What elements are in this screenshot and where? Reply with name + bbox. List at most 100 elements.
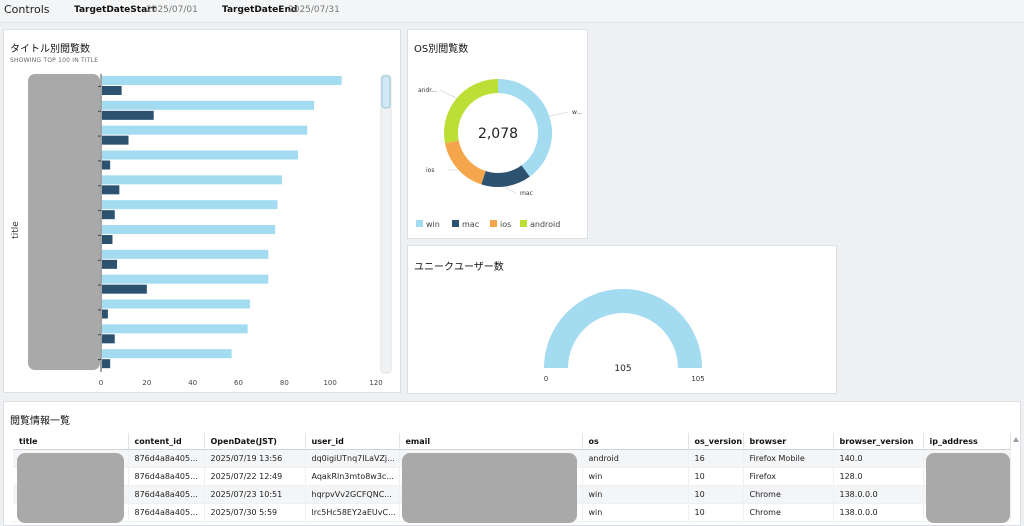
bar-series1-10[interactable]: [102, 324, 248, 334]
table-cell: 140.0: [833, 449, 924, 468]
bar-series1-6[interactable]: [102, 225, 276, 234]
table-cell: 2025/07/23 10:51: [204, 485, 306, 504]
legend-swatch-android[interactable]: [520, 220, 527, 227]
legend-label-win[interactable]: win: [426, 220, 440, 229]
table-row[interactable]: 876d4a8a405... 2025/07/19 13:56 dq0igiUTnq…: [13, 449, 1011, 468]
os-views-panel: OS別閲覧数 2,078 w... mac ios andr... win mac ios a…: [407, 29, 588, 239]
panel-title: OS別閲覧数: [414, 44, 469, 55]
column-header-user-id[interactable]: user_id: [305, 433, 400, 450]
bar-series1-2[interactable]: [102, 125, 308, 135]
bar-series2-7[interactable]: [102, 259, 118, 269]
redacted-email-column: [402, 453, 577, 523]
bar-series1-4[interactable]: [102, 175, 283, 185]
x-tick-label: 80: [280, 379, 289, 387]
legend-swatch-ios[interactable]: [490, 220, 497, 227]
unique-users-gauge: 105 0 105: [544, 289, 705, 383]
donut-total: 2,078: [478, 126, 518, 142]
donut-slice-mac[interactable]: [481, 165, 530, 187]
table-cell: hqrpvVv2GCFQNC...: [305, 485, 400, 504]
table-cell: 876d4a8a405...: [128, 485, 205, 504]
panel-title: 閲覧情報一覧: [10, 416, 70, 427]
x-tick-label: 60: [234, 379, 243, 387]
bar-series1-5[interactable]: [102, 200, 278, 210]
table-cell: 138.0.0.0: [833, 485, 924, 504]
redacted-ip-column: [926, 453, 1010, 523]
column-header-ip-address[interactable]: ip_address: [923, 433, 1011, 450]
table-cell: android: [582, 449, 689, 468]
column-header-content-id[interactable]: content_id: [128, 433, 205, 450]
table-scroll-up-icon[interactable]: [1012, 433, 1020, 445]
x-tick-label: 100: [323, 379, 336, 387]
bar-series2-4[interactable]: [102, 185, 120, 195]
y-axis-label: title: [11, 221, 21, 239]
panel-subtitle: SHOWING TOP 100 IN TITLE: [10, 57, 99, 64]
donut-slice-win[interactable]: [497, 79, 552, 177]
bar-series2-9[interactable]: [102, 309, 108, 319]
bar-series2-3[interactable]: [102, 160, 111, 170]
x-tick-label: 0: [99, 379, 103, 387]
chart-scrollbar-thumb[interactable]: [381, 75, 391, 109]
bar-series1-8[interactable]: [102, 274, 269, 284]
bar-series2-5[interactable]: [102, 210, 115, 220]
bar-series1-11[interactable]: [102, 349, 232, 359]
chart-scrollbar[interactable]: [380, 74, 392, 374]
bar-series2-11[interactable]: [102, 359, 111, 369]
column-header-browser-version[interactable]: browser_version: [833, 433, 924, 450]
column-header-browser[interactable]: browser: [743, 433, 834, 450]
donut-slice-ios[interactable]: [444, 140, 486, 185]
gauge-value: 105: [614, 364, 631, 374]
table-cell: Firefox Mobile: [743, 449, 834, 468]
controls-bar: Controls TargetDateStart 2025/07/01 Targ…: [0, 0, 1024, 23]
bar-series1-7[interactable]: [102, 249, 269, 259]
bar-series2-8[interactable]: [102, 284, 147, 294]
table-cell: win: [582, 485, 689, 504]
donut-slice-android[interactable]: [444, 79, 499, 144]
column-header-title[interactable]: title: [13, 433, 129, 450]
table-cell: 10: [688, 467, 744, 486]
bar-series2-2[interactable]: [102, 135, 129, 145]
title-views-panel: タイトル別閲覧数 SHOWING TOP 100 IN TITLE title …: [3, 29, 401, 393]
target-date-end-value[interactable]: 2025/07/31: [288, 5, 340, 15]
bar-series2-6[interactable]: [102, 235, 113, 244]
view-log-table-panel: 閲覧情報一覧 title content_id OpenDate(JST) user_…: [3, 401, 1021, 526]
table-cell: dq0igiUTnq7ILaVZj...: [305, 449, 400, 468]
x-tick-label: 40: [188, 379, 197, 387]
target-date-start-value[interactable]: 2025/07/01: [146, 5, 198, 15]
column-header-os[interactable]: os: [582, 433, 689, 450]
donut-slice-label: w...: [572, 109, 582, 116]
column-header-os-version[interactable]: os_version: [688, 433, 744, 450]
unique-users-panel: ユニークユーザー数 105 0 105: [407, 245, 837, 394]
panel-title: タイトル別閲覧数: [10, 44, 90, 55]
panel-title: ユニークユーザー数: [414, 262, 504, 273]
table-cell: 128.0: [833, 467, 924, 486]
bar-series1-3[interactable]: [102, 150, 299, 160]
column-header-opendate-jst[interactable]: OpenDate(JST): [204, 433, 306, 450]
legend-swatch-mac[interactable]: [452, 220, 459, 227]
target-date-end-label: TargetDateEnd: [222, 5, 298, 15]
os-donut-chart: 2,078 w... mac ios andr... win mac ios android: [416, 79, 582, 229]
gauge-fill[interactable]: [544, 289, 702, 368]
donut-slice-label: mac: [520, 190, 533, 197]
bar-series2-1[interactable]: [102, 110, 154, 120]
gauge-min-label: 0: [544, 375, 548, 383]
table-cell: 876d4a8a405...: [128, 449, 205, 468]
bar-series1-0[interactable]: [102, 76, 342, 85]
table-cell: 2025/07/19 13:56: [204, 449, 306, 468]
legend-swatch-win[interactable]: [416, 220, 423, 227]
gauge-max-label: 105: [691, 375, 704, 383]
controls-title[interactable]: Controls: [4, 3, 50, 16]
redacted-category-labels: [28, 74, 100, 370]
donut-leader-line: [439, 89, 457, 99]
donut-slice-label: andr...: [418, 87, 437, 94]
bar-series1-9[interactable]: [102, 299, 250, 309]
bar-series2-0[interactable]: [102, 86, 122, 95]
donut-slice-label: ios: [426, 167, 434, 174]
legend-label-android[interactable]: android: [530, 220, 560, 229]
table-cell: Chrome: [743, 485, 834, 504]
legend-label-ios[interactable]: ios: [500, 220, 511, 229]
legend-label-mac[interactable]: mac: [462, 220, 479, 229]
bar-series1-1[interactable]: [102, 100, 315, 110]
bar-series2-10[interactable]: [102, 334, 115, 344]
column-header-email[interactable]: email: [399, 433, 583, 450]
table-cell: 2025/07/22 12:49: [204, 467, 306, 486]
